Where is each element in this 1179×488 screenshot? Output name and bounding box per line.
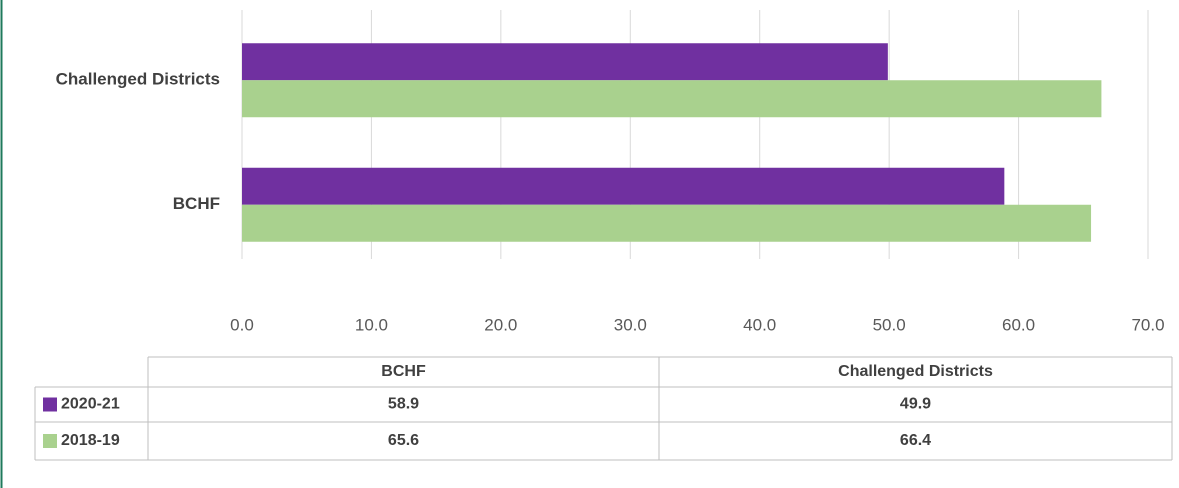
bar [242, 43, 888, 81]
x-tick-label: 40.0 [743, 315, 776, 334]
x-tick-label: 0.0 [230, 315, 254, 334]
x-tick-label: 10.0 [355, 315, 388, 334]
bar [242, 204, 1092, 242]
table-value: 66.4 [900, 432, 931, 449]
table-value: 65.6 [388, 432, 419, 449]
legend-swatch [43, 397, 57, 412]
table-value: 58.9 [388, 396, 419, 413]
x-tick-label: 70.0 [1131, 315, 1164, 334]
category-label: Challenged Districts [56, 70, 220, 89]
table-header: BCHF [381, 363, 426, 380]
x-tick-label: 20.0 [484, 315, 517, 334]
bar [242, 80, 1102, 118]
x-tick-label: 50.0 [873, 315, 906, 334]
legend-label: 2018-19 [61, 432, 120, 449]
bar [242, 167, 1005, 205]
table-value: 49.9 [900, 396, 931, 413]
table-header: Challenged Districts [838, 363, 993, 380]
legend-label: 2020-21 [61, 396, 120, 413]
legend-swatch [43, 434, 57, 448]
x-tick-label: 30.0 [614, 315, 647, 334]
x-tick-label: 60.0 [1002, 315, 1035, 334]
category-label: BCHF [173, 194, 220, 213]
